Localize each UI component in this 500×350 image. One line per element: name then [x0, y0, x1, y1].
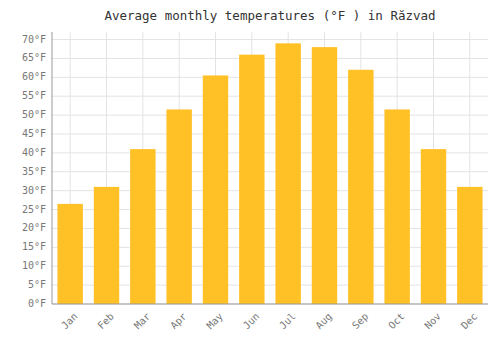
y-tick-label: 45°F — [22, 128, 46, 139]
x-tick-labels: Jan Feb Mar Apr May Jun Jul Aug Sep Oct Nov Dec — [59, 311, 479, 332]
y-tick-label: 30°F — [22, 185, 46, 196]
x-tick-label: Mar — [132, 311, 153, 332]
x-tick-label: Oct — [386, 311, 407, 332]
grid — [52, 32, 488, 304]
bar — [203, 75, 228, 304]
y-tick-labels: 0°F 5°F 10°F 15°F 20°F 25°F 30°F 35°F 40°F 45°F 50… — [22, 34, 46, 309]
y-tick-label: 5°F — [28, 279, 46, 290]
y-grid-line — [52, 77, 488, 78]
y-tick-label: 50°F — [22, 109, 46, 120]
bar — [312, 47, 337, 304]
y-axis-line — [52, 32, 53, 304]
bar — [239, 55, 264, 304]
bar — [166, 109, 191, 304]
bar — [384, 109, 409, 304]
title: Average monthly temperatures (°F ) in Ră… — [104, 8, 435, 23]
y-grid-line — [52, 304, 488, 305]
y-grid-line — [52, 39, 488, 40]
y-grid-line — [52, 115, 488, 116]
x-tick-label: Dec — [459, 311, 480, 332]
x-tick-label: May — [204, 311, 225, 332]
y-tick-label: 35°F — [22, 166, 46, 177]
y-grid-line — [52, 134, 488, 135]
y-tick-label: 70°F — [22, 34, 46, 45]
y-tick-label: 25°F — [22, 204, 46, 215]
y-tick-label: 40°F — [22, 147, 46, 158]
y-tick-label: 0°F — [28, 298, 46, 309]
x-axis-line — [52, 304, 488, 305]
chart: 0°F 5°F 10°F 15°F 20°F 25°F 30°F 35°F 40°F 45°F 50… — [0, 0, 500, 350]
x-tick-label: Feb — [95, 311, 116, 332]
y-tick-label: 65°F — [22, 52, 46, 63]
bar — [275, 43, 300, 304]
y-tick-label: 20°F — [22, 222, 46, 233]
page: {"chart_data": {"type": "bar", "title": … — [0, 0, 500, 350]
bar — [457, 187, 482, 304]
bar — [348, 70, 373, 304]
bar — [130, 149, 155, 304]
x-tick-label: Aug — [313, 311, 334, 332]
y-grid-line — [52, 96, 488, 97]
x-tick-label: Nov — [422, 311, 443, 332]
bars — [57, 43, 482, 304]
chart-container: 0°F 5°F 10°F 15°F 20°F 25°F 30°F 35°F 40°F 45°F 50… — [0, 0, 500, 350]
bar — [57, 204, 82, 304]
y-tick-label: 15°F — [22, 241, 46, 252]
x-tick-label: Jan — [59, 311, 80, 332]
y-tick-label: 60°F — [22, 71, 46, 82]
x-tick-label: Apr — [168, 311, 189, 332]
axes — [52, 32, 488, 304]
bar — [421, 149, 446, 304]
y-grid-line — [52, 58, 488, 59]
y-tick-label: 55°F — [22, 90, 46, 101]
x-tick-label: Jul — [277, 311, 298, 332]
y-tick-label: 10°F — [22, 260, 46, 271]
bar — [94, 187, 119, 304]
x-tick-label: Sep — [350, 311, 371, 332]
x-tick-label: Jun — [241, 311, 262, 332]
